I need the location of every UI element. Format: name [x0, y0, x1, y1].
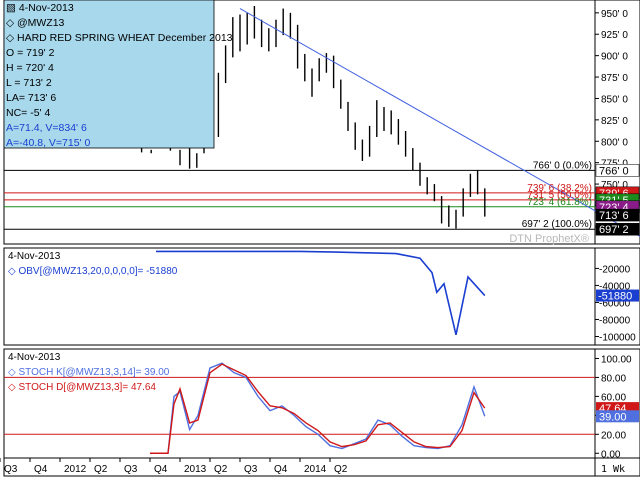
stoch-series-1 [150, 363, 486, 454]
stoch-tick-label-1: 20.00 [601, 430, 626, 441]
price-tick-label-6: 850' 0 [601, 94, 628, 105]
fib-label-0: 766' 0 (0.0%) [533, 160, 592, 171]
time-label-9: Q4 [274, 464, 288, 475]
trendline [239, 8, 640, 237]
price-tag-0: 766' 0 [599, 165, 629, 177]
price-tag-bg-4 [595, 208, 640, 222]
stoch-tick-label-0: 0.00 [601, 449, 621, 460]
info-line-3: LA= 713' 6 [6, 92, 56, 104]
stoch-value-tag-1: 39.00 [599, 411, 627, 423]
stoch-legend-0: ◇ STOCH K[@MWZ13,3,14]= 39.00 [8, 367, 170, 378]
info-line-4: NC= -5' 4 [6, 107, 50, 119]
ohlc-bars [119, 5, 486, 229]
fib-label-2: 731' 5 (50.0%) [527, 190, 592, 201]
price-text: 766' 0 (0.0%) 739' 6 (38.2%)731' 5 (50.0%… [509, 160, 592, 245]
panel-frame-3 [3, 348, 596, 459]
time-label-11: Q2 [334, 464, 348, 475]
price-tick-label-2: 750' 0 [601, 180, 628, 191]
obv-value-tag: -51880 [598, 291, 632, 303]
stoch-panel: 4-Nov-2013 ◇ STOCH K[@MWZ13,3,14]= 39.00 ◇… [4, 352, 595, 454]
info-line-0: O = 719' 2 [6, 47, 55, 59]
stoch-tick-label-4: 80.00 [601, 373, 626, 384]
time-label-6: 2013 [184, 464, 207, 475]
info-ma-0: A=71.4, V=834' 6 [6, 122, 87, 134]
price-tick-label-8: 900' 0 [601, 52, 628, 63]
stoch-value-tag-bg-1 [596, 410, 639, 423]
price-tag-bg-0 [595, 164, 640, 177]
watermark: DTN ProphetX® [509, 233, 589, 245]
obv-date: 4-Nov-2013 [8, 251, 61, 262]
time-label-10: 2014 [304, 464, 327, 475]
price-tag-bg-5 [595, 222, 640, 236]
stoch-tick-label-3: 60.00 [601, 392, 626, 403]
price-tick-label-5: 825' 0 [601, 116, 628, 127]
price-tick-label-10: 950' 0 [601, 9, 628, 20]
time-label-4: Q3 [124, 464, 138, 475]
price-tag-4: 713' 6 [599, 210, 629, 222]
info-title: ◇ HARD RED SPRING WHEAT December 2013 [6, 32, 233, 44]
time-label-7: Q2 [214, 464, 228, 475]
stoch-tick-label-5: 100.00 [601, 354, 632, 365]
info-symbol: ◇ @MWZ13 [6, 17, 65, 29]
obv-tick-label-1: -40000 [599, 281, 631, 292]
price-info-box: ▧ 4-Nov-2013 ◇ @MWZ13 ◇ HARD RED SPRING WH… [3, 0, 233, 149]
stoch-date: 4-Nov-2013 [8, 352, 61, 363]
info-line-2: L = 713' 2 [6, 77, 52, 89]
time-label-1: Q4 [34, 464, 48, 475]
obv-panel: 4-Nov-2013 ◇ OBV[@MWZ13,20,0,0,0,0]= -518… [8, 250, 486, 335]
panel-frame-2 [3, 247, 596, 346]
obv-tick-label-0: -20000 [599, 264, 631, 275]
stoch-series-0 [150, 362, 486, 454]
downtrend-line [239, 8, 640, 237]
obv-tick-label-3: -80000 [599, 315, 631, 326]
info-ma-1: A=-40.8, V=715' 0 [6, 137, 90, 149]
interval-frame [594, 457, 640, 477]
obv-value-tag-bg [596, 289, 639, 302]
fib-label-1: 739' 6 (38.2%) [527, 183, 592, 194]
time-label-2: 2012 [64, 464, 87, 475]
obv-tick-label-2: -60000 [599, 298, 631, 309]
info-line-1: H = 720' 4 [6, 62, 54, 74]
time-label-8: Q3 [244, 464, 258, 475]
price-tick-label-9: 925' 0 [601, 30, 628, 41]
interval-label: 1 Wk [601, 464, 625, 475]
info-box-bg [3, 0, 215, 149]
time-label-0: Q3 [4, 464, 18, 475]
fib-label-3: 723' 4 (61.8%) [527, 197, 592, 208]
price-tick-label-4: 800' 0 [601, 137, 628, 148]
time-label-3: Q2 [94, 464, 108, 475]
plot-frames [3, 0, 640, 477]
price-reference-lines [4, 169, 595, 230]
obv-tick-label-4: -100000 [599, 332, 636, 343]
info-date: ▧ 4-Nov-2013 [6, 2, 74, 14]
price-tick-label-7: 875' 0 [601, 73, 628, 84]
price-tag-5: 697' 2 [599, 224, 629, 236]
fib-label-4: 697' 2 (100.0%) [522, 219, 592, 230]
obv-label: ◇ OBV[@MWZ13,20,0,0,0,0]= -51880 [8, 266, 178, 277]
time-label-5: Q4 [154, 464, 168, 475]
stoch-legend-1: ◇ STOCH D[@MWZ13,3]= 47.64 [8, 382, 156, 393]
obv-line [156, 250, 486, 335]
